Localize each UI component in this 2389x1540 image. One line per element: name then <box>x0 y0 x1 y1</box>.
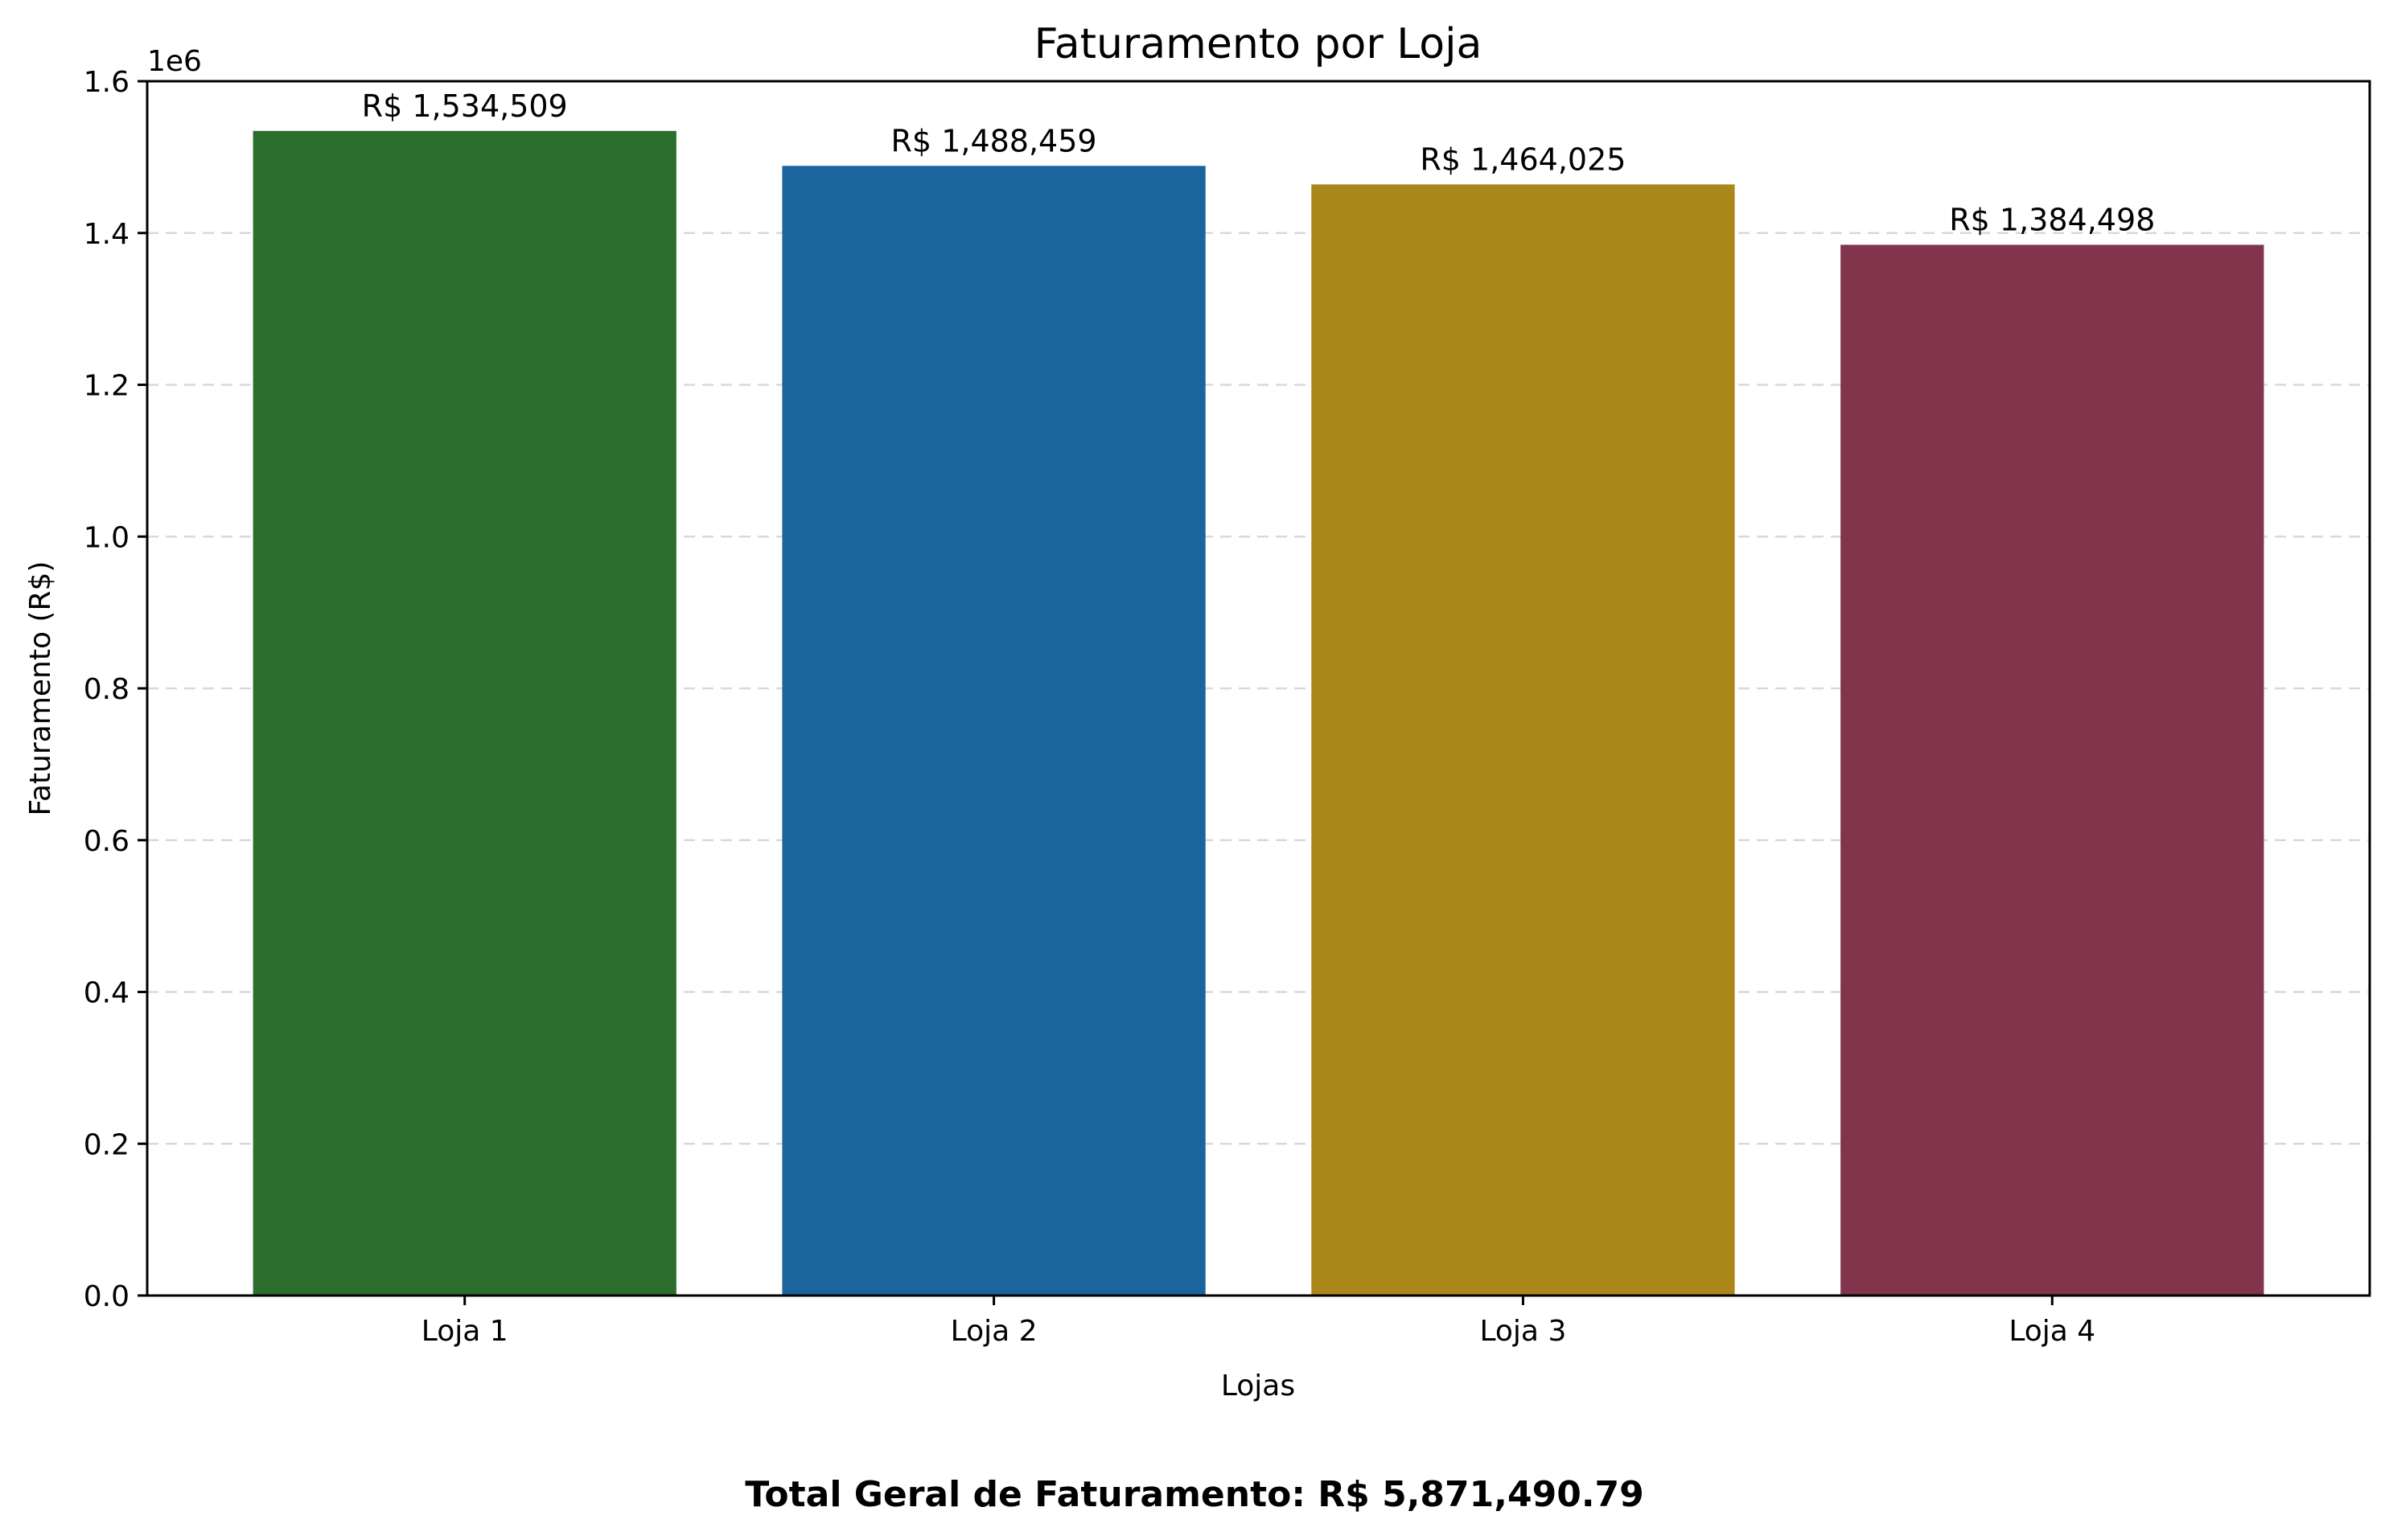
y-tick-label: 1.2 <box>84 370 130 403</box>
y-tick-label: 0.0 <box>84 1280 130 1313</box>
y-tick-label: 1.4 <box>84 218 130 251</box>
y-tick-label: 1.0 <box>84 521 130 554</box>
y-tick-label: 1.6 <box>84 66 130 99</box>
bar-value-label: R$ 1,464,025 <box>1420 142 1626 177</box>
x-tick-label: Loja 1 <box>421 1315 508 1348</box>
x-tick-label: Loja 3 <box>1479 1315 1566 1348</box>
chart-title: Faturamento por Loja <box>1034 20 1482 68</box>
bar-value-label: R$ 1,534,509 <box>362 88 568 124</box>
x-axis-ticks: Loja 1 Loja 2 Loja 3 Loja 4 <box>421 1296 2095 1348</box>
bar-loja-1 <box>253 130 676 1296</box>
y-tick-label: 0.4 <box>84 977 130 1010</box>
y-tick-label: 0.6 <box>84 825 130 858</box>
bars <box>253 130 2264 1296</box>
x-axis-label: Lojas <box>1221 1370 1295 1402</box>
bar-loja-2 <box>782 166 1206 1296</box>
bar-value-label: R$ 1,488,459 <box>891 123 1097 158</box>
y-axis-label: Faturamento (R$) <box>24 561 57 816</box>
total-revenue-text: Total Geral de Faturamento: R$ 5,871,490… <box>745 1474 1644 1515</box>
y-tick-label: 0.8 <box>84 673 130 706</box>
y-tick-label: 0.2 <box>84 1128 130 1161</box>
x-tick-label: Loja 4 <box>2009 1315 2095 1348</box>
x-tick-label: Loja 2 <box>951 1315 1038 1348</box>
bar-loja-4 <box>1840 244 2264 1296</box>
data-labels: R$ 1,534,509 R$ 1,488,459 R$ 1,464,025 R$ 1… <box>362 88 2156 238</box>
y-axis-ticks: 0.0 0.2 0.4 0.6 0.8 1.0 1.2 1.4 1.6 <box>84 66 147 1313</box>
bar-value-label: R$ 1,384,498 <box>1949 202 2155 237</box>
y-axis-offset-label: 1e6 <box>147 45 202 78</box>
bar-loja-3 <box>1311 184 1735 1296</box>
